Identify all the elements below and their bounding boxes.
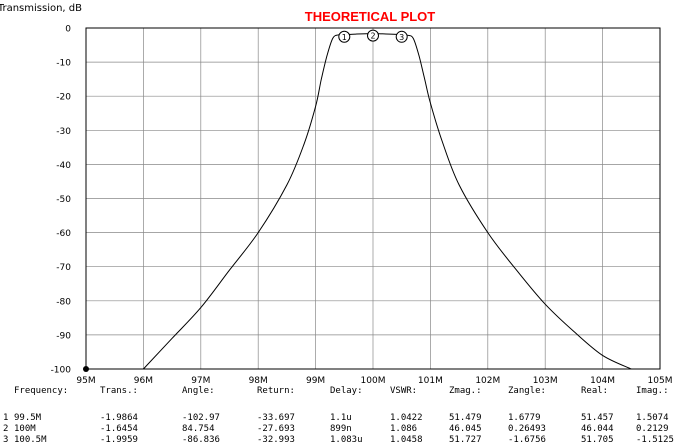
table-cell: -102.97 <box>182 413 220 423</box>
table-cell: 46.045 <box>449 424 482 434</box>
chart-title: THEORETICAL PLOT <box>305 9 436 24</box>
table-cell: -86.836 <box>182 435 220 445</box>
table-header-cell: Imag.: <box>636 386 669 396</box>
y-tick-label: -100 <box>51 366 72 376</box>
marker-circle <box>367 29 379 42</box>
table-row-index: 3 <box>3 435 9 445</box>
table-cell: -1.9864 <box>100 413 138 423</box>
table-cell: -1.9959 <box>100 435 138 445</box>
table-cell: -27.693 <box>257 424 295 434</box>
table-cell: 84.754 <box>182 424 215 434</box>
x-tick-label: 98M <box>249 376 268 386</box>
table-header-cell: Zangle: <box>508 386 546 396</box>
y-axis-label: Transmission, dB <box>0 3 82 14</box>
y-tick-label: -90 <box>56 331 71 341</box>
table-cell: 46.044 <box>581 424 614 434</box>
x-tick-label: 105M <box>648 376 673 386</box>
table-cell: 1.086 <box>390 424 418 434</box>
x-tick-label: 95M <box>76 376 95 386</box>
table-cell: 51.479 <box>449 413 482 423</box>
marker-label: 2 <box>370 32 375 41</box>
x-tick-label: 102M <box>475 376 500 386</box>
x-tick-label: 96M <box>134 376 153 386</box>
y-tick-label: 0 <box>65 25 71 35</box>
table-cell: -33.697 <box>257 413 295 423</box>
table-cell: 0.26493 <box>508 424 546 434</box>
table-cell: -1.6756 <box>508 435 546 445</box>
marker-circle <box>338 30 351 43</box>
y-tick-label: -60 <box>56 229 71 239</box>
table-header-cell: Trans.: <box>100 386 138 396</box>
table-row-index: 2 <box>3 424 9 434</box>
table-header-cell: Zmag.: <box>449 386 482 396</box>
table-header-cell: Return: <box>257 386 295 396</box>
table-cell: 1.0458 <box>390 435 423 445</box>
marker-label: 3 <box>399 33 404 42</box>
table-cell: 1.6779 <box>508 413 541 423</box>
x-tick-labels: 95M 96M 97M 98M 99M 100M 101M 102M 103M 104M 105M <box>76 376 672 386</box>
table-cell: 1.1u <box>330 413 352 423</box>
y-tick-label: -50 <box>56 195 71 205</box>
y-tick-label: -10 <box>56 59 71 69</box>
table-header-cell: VSWR: <box>390 386 418 396</box>
table-cell: -1.6454 <box>100 424 138 434</box>
table-cell: 51.457 <box>581 413 614 423</box>
plot-frame <box>85 27 661 370</box>
table-cell: 100.5M <box>14 435 47 445</box>
grid-lines <box>86 28 660 369</box>
table-cell: 100M <box>14 424 36 434</box>
table-cell: 51.727 <box>449 435 482 445</box>
x-tick-label: 101M <box>418 376 443 386</box>
table-header-cell: Real: <box>581 386 609 396</box>
table-row-index: 1 <box>3 413 9 423</box>
y-tick-label: -20 <box>56 93 71 103</box>
table-header-cell: Delay: <box>330 386 363 396</box>
y-tick-label: -40 <box>56 161 71 171</box>
x-tick-label: 97M <box>191 376 210 386</box>
table-cell: 51.705 <box>581 435 614 445</box>
y-tick-label: -80 <box>56 297 71 307</box>
table-header-cell: Angle: <box>182 386 215 396</box>
table-header-cell: Frequency: <box>14 386 69 396</box>
x-tick-label: 104M <box>590 376 615 386</box>
table-cell: 0.2129 <box>636 424 669 434</box>
table-cell: -32.993 <box>257 435 295 445</box>
x-tick-label: 99M <box>306 376 325 386</box>
series-group <box>143 33 632 370</box>
series-line <box>143 33 632 370</box>
table-cell: 99.5M <box>14 413 42 423</box>
table-cell: 1.5074 <box>636 413 669 423</box>
table-cell: 1.0422 <box>390 413 423 423</box>
marker-2: 2 <box>367 29 379 42</box>
x-tick-label: 100M <box>361 376 386 386</box>
table-cell: 899n <box>330 424 352 434</box>
marker-1: 1 <box>338 30 351 43</box>
table-cell: -1.5125 <box>636 435 674 445</box>
marker-label: 1 <box>342 33 347 42</box>
y-tick-labels: 0 -10 -20 -30 -40 -50 -60 -70 -80 -90 -100 <box>51 25 72 376</box>
origin-dot <box>83 366 89 372</box>
markers-group: 1 2 3 <box>338 29 408 43</box>
y-tick-label: -70 <box>56 263 71 273</box>
marker-circle <box>395 30 408 43</box>
table-cell: 1.083u <box>330 435 363 445</box>
marker-3: 3 <box>395 30 408 43</box>
y-tick-label: -30 <box>56 127 71 137</box>
x-tick-label: 103M <box>533 376 558 386</box>
